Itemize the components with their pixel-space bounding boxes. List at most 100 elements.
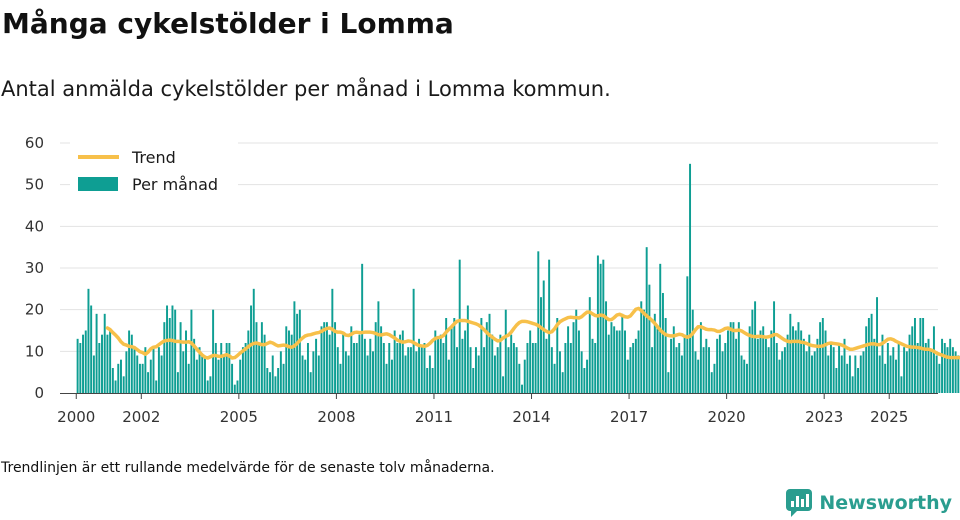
bar-month [618, 330, 621, 393]
y-tick-label: 0 [34, 384, 44, 402]
trend-line [105, 306, 960, 360]
bar-month [754, 301, 757, 393]
bar-month [819, 322, 822, 393]
bar-month [813, 351, 816, 393]
bar-month [128, 330, 131, 393]
bar-month [865, 326, 868, 393]
x-tick-label: 2011 [415, 408, 453, 426]
bar-month [428, 355, 431, 393]
bar-month [610, 322, 613, 393]
bar-month [694, 351, 697, 393]
bar-month [377, 301, 380, 393]
bar-month [439, 334, 442, 393]
bar-month [125, 351, 128, 393]
bar-month [109, 330, 112, 393]
bar-month [577, 330, 580, 393]
bar-month [260, 322, 263, 393]
bar-month [621, 313, 624, 393]
bar-month [209, 376, 212, 393]
bar-month [691, 309, 694, 393]
bar-month [797, 322, 800, 393]
bar-month [951, 347, 954, 393]
bar-month [298, 309, 301, 393]
bar-month [147, 372, 150, 393]
bar-month [258, 343, 261, 393]
bar-month [339, 363, 342, 393]
bar-month [396, 343, 399, 393]
bar-month [493, 355, 496, 393]
bar-month [420, 347, 423, 393]
bar-month [531, 343, 534, 393]
bar-month [231, 363, 234, 393]
bar-month [897, 343, 900, 393]
bar-month [274, 376, 277, 393]
bar-month [152, 347, 155, 393]
bar-month [775, 343, 778, 393]
x-tick-label: 2020 [708, 408, 746, 426]
bar-month [393, 330, 396, 393]
bar-month [680, 355, 683, 393]
bar-month [675, 347, 678, 393]
bar-month [241, 347, 244, 393]
bar-month [171, 305, 174, 393]
bar-month [794, 330, 797, 393]
bar-month [838, 343, 841, 393]
bar-month [342, 334, 345, 393]
bar-month [157, 347, 160, 393]
bar-month [540, 297, 542, 393]
bar-month [943, 343, 946, 393]
bar-month [537, 251, 540, 393]
bar-month [710, 372, 713, 393]
bar-month [163, 322, 166, 393]
bar-month [133, 347, 136, 393]
bar-month [174, 309, 177, 393]
bar-month [629, 347, 632, 393]
bar-month [353, 343, 355, 393]
bar-month [431, 368, 434, 393]
bar-month [155, 380, 158, 393]
bar-month [304, 359, 307, 393]
bar-month [279, 351, 282, 393]
bar-month [190, 309, 193, 393]
bar-month [895, 359, 897, 393]
bar-month [323, 322, 326, 393]
bar-month [277, 368, 280, 393]
bar-month [892, 347, 895, 393]
brand[interactable]: Newsworthy [785, 488, 952, 518]
bar-month [285, 326, 288, 393]
bar-month [954, 351, 957, 393]
x-tick-label: 2000 [57, 408, 95, 426]
bar-month [483, 347, 486, 393]
bar-month [859, 355, 862, 393]
bar-month [905, 351, 908, 393]
bar-month [808, 334, 811, 393]
bar-month [716, 338, 719, 393]
bar-month [204, 355, 206, 393]
bar-month [390, 359, 393, 393]
bar-month [130, 334, 133, 393]
bar-month [236, 380, 239, 393]
x-tick-label: 2005 [220, 408, 258, 426]
bar-month [829, 343, 832, 393]
bar-month [480, 318, 483, 393]
bar-month [437, 338, 439, 393]
bar-month [334, 322, 337, 393]
bar-month [759, 330, 762, 393]
bar-month [867, 318, 870, 393]
bar-month [916, 343, 919, 393]
bar-month [884, 363, 887, 393]
bar-month [832, 347, 835, 393]
bar-month [613, 326, 616, 393]
bar-month [358, 334, 361, 393]
bar-month [187, 363, 190, 393]
bar-month [821, 318, 824, 393]
bar-month [862, 351, 865, 393]
bar-month [626, 359, 629, 393]
bar-month [488, 313, 491, 393]
bar-month [580, 351, 583, 393]
bar-month [873, 338, 876, 393]
bar-month [534, 343, 537, 393]
bar-month [407, 347, 410, 393]
bar-month [176, 372, 179, 393]
bar-month [453, 318, 456, 393]
